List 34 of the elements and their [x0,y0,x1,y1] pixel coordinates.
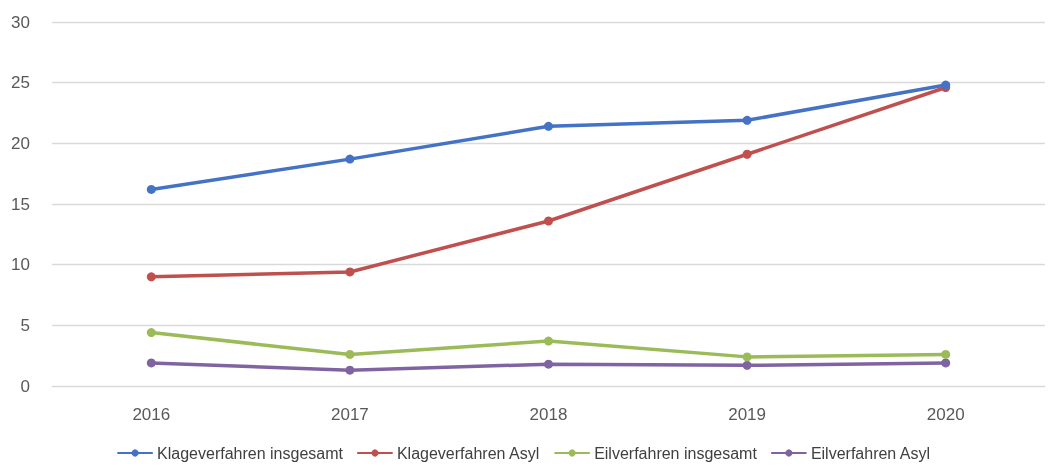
legend-label: Eilverfahren insgesamt [594,444,758,462]
point [742,352,752,362]
point [345,365,355,375]
point [742,115,752,125]
point [345,267,355,277]
point [345,154,355,164]
point [544,336,553,346]
point [742,149,752,159]
point [941,358,951,368]
point [345,349,355,359]
x-tick-label: 2019 [728,405,767,424]
point [146,328,156,338]
legend-label: Klageverfahren Asyl [396,444,540,462]
y-tick-label: 30 [11,12,30,32]
point [544,359,553,369]
y-tick-label: 20 [11,133,30,153]
y-tick-label: 0 [20,376,30,396]
point [146,358,156,368]
y-tick-label: 25 [11,73,30,93]
x-tick-label: 2018 [529,405,568,424]
point [146,184,156,194]
y-tick-label: 10 [11,255,30,275]
x-tick-label: 2017 [330,405,369,424]
y-tick-label: 15 [11,194,30,214]
x-tick-label: 2020 [926,405,965,424]
point [544,121,553,131]
legend-label: Klageverfahren insgesamt [157,444,344,462]
legend-label: Eilverfahren Asyl [810,444,931,462]
point [544,216,553,226]
y-tick-label: 5 [20,315,30,335]
x-tick-label: 2016 [132,405,171,424]
point [941,349,951,359]
point [742,360,752,370]
point [146,272,156,282]
